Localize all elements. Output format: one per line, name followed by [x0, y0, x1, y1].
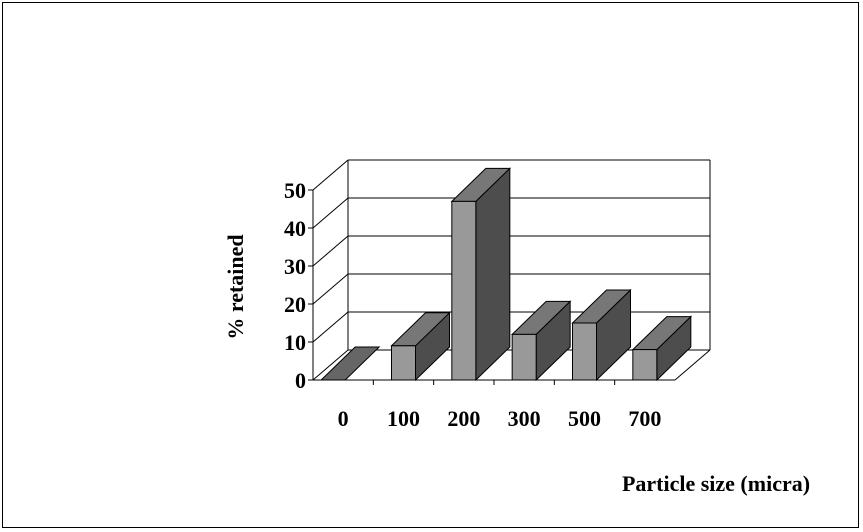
y-tick-label: 40	[284, 216, 306, 241]
y-tick-label: 10	[284, 330, 306, 355]
bar	[510, 300, 572, 382]
x-tick-label: 300	[508, 406, 541, 431]
bar-front	[511, 333, 537, 381]
bar	[450, 167, 512, 382]
bar-front	[391, 345, 416, 381]
gridline-side	[312, 273, 349, 305]
bar-top	[319, 346, 381, 381]
y-tick-label: 30	[284, 254, 306, 279]
bar-front	[632, 349, 658, 381]
y-axis-label: % retained	[223, 234, 248, 339]
gridline-side	[312, 197, 349, 229]
bar	[631, 315, 693, 382]
x-tick-label: 500	[568, 406, 601, 431]
bar-front	[451, 200, 477, 381]
y-tick-label: 0	[295, 368, 306, 393]
bar	[390, 311, 451, 382]
bars-layer	[319, 167, 693, 382]
gridline-side	[312, 235, 349, 267]
bar	[319, 346, 381, 381]
gridline-side	[312, 159, 349, 191]
gridline-side	[312, 311, 349, 343]
bar-front	[572, 322, 597, 381]
y-tick-label: 20	[284, 292, 306, 317]
x-tick-label: 0	[338, 406, 349, 431]
x-tick-label: 200	[447, 406, 480, 431]
x-tick-label: 100	[387, 406, 420, 431]
bar-side	[475, 167, 511, 382]
x-tick-label: 700	[628, 406, 661, 431]
floor-right-edge	[674, 349, 711, 381]
x-axis-label: Particle size (micra)	[622, 471, 810, 496]
bar	[571, 288, 632, 382]
y-tick-label: 50	[284, 178, 306, 203]
gridline-side	[312, 349, 349, 381]
